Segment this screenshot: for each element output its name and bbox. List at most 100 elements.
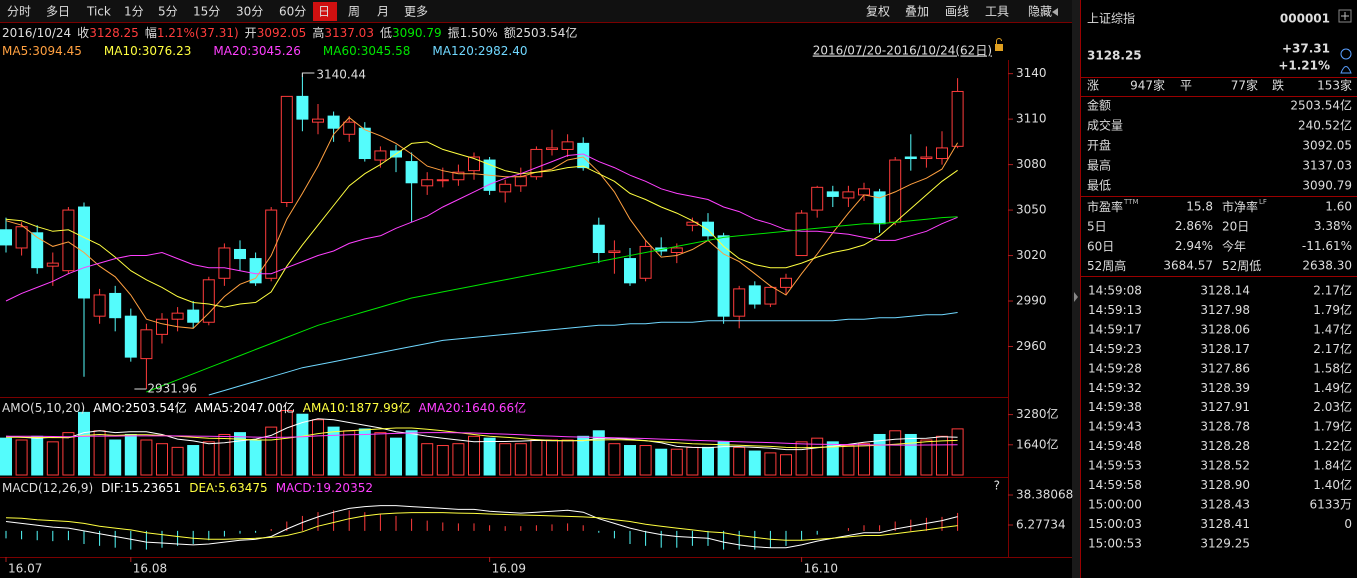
- tick-time: 14:59:48: [1088, 439, 1142, 453]
- tick-price: 3128.06: [1200, 322, 1250, 336]
- volume-bar: [717, 441, 730, 476]
- candle-body: [187, 309, 200, 323]
- volume-bar: [764, 452, 777, 476]
- candle-body: [140, 329, 153, 360]
- candle-body: [343, 121, 356, 135]
- tick-time: 14:59:38: [1088, 400, 1142, 414]
- tab[interactable]: 日: [318, 5, 330, 19]
- tool-button[interactable]: 复权: [866, 5, 890, 19]
- info-label: 高: [312, 25, 324, 40]
- candle-body: [624, 258, 636, 284]
- candle-body: [936, 147, 948, 160]
- candle-body: [499, 183, 512, 193]
- volume-bar: [31, 435, 44, 476]
- hide-arrow[interactable]: [1052, 8, 1058, 16]
- candle-body: [561, 141, 574, 150]
- add-button[interactable]: [1338, 9, 1352, 23]
- tick-time: 14:59:08: [1088, 284, 1142, 298]
- volume-bar: [0, 437, 12, 476]
- tool-button[interactable]: 隐藏: [1028, 5, 1052, 19]
- volume-bar: [936, 435, 948, 476]
- candle-body: [15, 226, 28, 249]
- macd-line: [5, 512, 958, 541]
- volume-bar: [124, 433, 137, 476]
- index-price: 3128.25: [1087, 49, 1142, 63]
- tick-volume: 1.40亿: [1313, 477, 1352, 492]
- legend-entry: MACD:19.20352: [276, 481, 373, 495]
- legend-entry: AMO:2503.54亿: [93, 400, 186, 415]
- tick-volume: 1.47亿: [1313, 321, 1352, 336]
- candle-body: [202, 279, 215, 323]
- tick-price: 3128.28: [1200, 439, 1250, 453]
- tab[interactable]: 多日: [46, 5, 70, 19]
- breadth-value: 77家: [1231, 78, 1258, 93]
- tick-volume: 1.58亿: [1313, 360, 1352, 375]
- volume-bar: [795, 441, 808, 476]
- volume-bar: [405, 430, 418, 476]
- tick-volume: 1.84亿: [1313, 458, 1352, 473]
- collapse-arrow[interactable]: [1074, 292, 1078, 302]
- tab[interactable]: 1分: [124, 5, 144, 19]
- legend-entry: AMA5:2047.00亿: [195, 400, 295, 415]
- tool-button[interactable]: 工具: [985, 5, 1009, 19]
- tick-price: 3128.43: [1200, 497, 1250, 511]
- tab[interactable]: 更多: [404, 5, 428, 19]
- x-tick-label: 16.07: [8, 562, 42, 576]
- stat-label: 最低: [1087, 179, 1111, 193]
- index-pct: +1.21%: [1278, 59, 1330, 73]
- candle-body: [358, 127, 371, 160]
- volume-bar: [46, 441, 59, 476]
- active-tab-bg[interactable]: [313, 2, 337, 21]
- stat-value: 3090.79: [1302, 179, 1352, 193]
- y-tick-label: 1640亿: [1016, 436, 1059, 451]
- candle-body: [858, 188, 870, 196]
- ratio-value: 3684.57: [1163, 259, 1213, 273]
- volume-bar: [686, 446, 699, 476]
- volume-bar: [343, 430, 356, 476]
- tab[interactable]: 周: [348, 5, 360, 19]
- tab[interactable]: 30分: [236, 5, 263, 19]
- tab[interactable]: Tick: [86, 5, 111, 19]
- stat-value: 240.52亿: [1298, 118, 1352, 133]
- tick-volume: 0: [1344, 517, 1352, 531]
- tab[interactable]: 5分: [158, 5, 178, 19]
- candle-body: [218, 247, 231, 279]
- ratio-label: 52周高: [1087, 258, 1126, 273]
- tick-volume: 2.03亿: [1313, 399, 1352, 414]
- info-value: 3128.25: [89, 26, 139, 40]
- volume-bar: [218, 433, 231, 476]
- volume-bar: [265, 426, 278, 476]
- candle-body: [249, 258, 262, 284]
- tool-button[interactable]: 画线: [945, 5, 969, 19]
- volume-bar: [249, 439, 262, 476]
- toolbar-bg: [0, 0, 1072, 22]
- info-value: 3092.05: [257, 26, 307, 40]
- index-code: 000001: [1280, 12, 1330, 26]
- tick-time: 15:00:03: [1088, 517, 1142, 531]
- tick-price: 3128.17: [1200, 342, 1250, 356]
- x-tick-label: 16.09: [492, 562, 526, 576]
- candle-body: [452, 171, 465, 181]
- y-tick-label: 2990: [1016, 294, 1047, 308]
- tick-volume: 1.79亿: [1313, 419, 1352, 434]
- info-icon[interactable]: [1340, 48, 1352, 60]
- tab[interactable]: 60分: [279, 5, 306, 19]
- legend-entry: AMA10:1877.99亿: [303, 400, 411, 415]
- candle-body: [592, 224, 605, 254]
- ratio-name: 5日: [1087, 219, 1107, 233]
- tab[interactable]: 分时: [7, 5, 31, 19]
- tick-price: 3127.91: [1200, 400, 1250, 414]
- tick-price: 3127.98: [1200, 303, 1250, 317]
- candle-body: [327, 115, 340, 129]
- lock-icon[interactable]: [995, 44, 1003, 51]
- volume-bar: [327, 426, 340, 476]
- tool-button[interactable]: 叠加: [905, 5, 929, 19]
- splitter[interactable]: [1072, 0, 1080, 578]
- tab[interactable]: 月: [377, 5, 389, 19]
- help[interactable]: ?: [994, 479, 1000, 493]
- x-tick-label: 16.08: [133, 562, 167, 576]
- legend-entry: MA10:3076.23: [104, 44, 192, 58]
- alert-icon[interactable]: [1340, 66, 1352, 74]
- tab[interactable]: 15分: [193, 5, 220, 19]
